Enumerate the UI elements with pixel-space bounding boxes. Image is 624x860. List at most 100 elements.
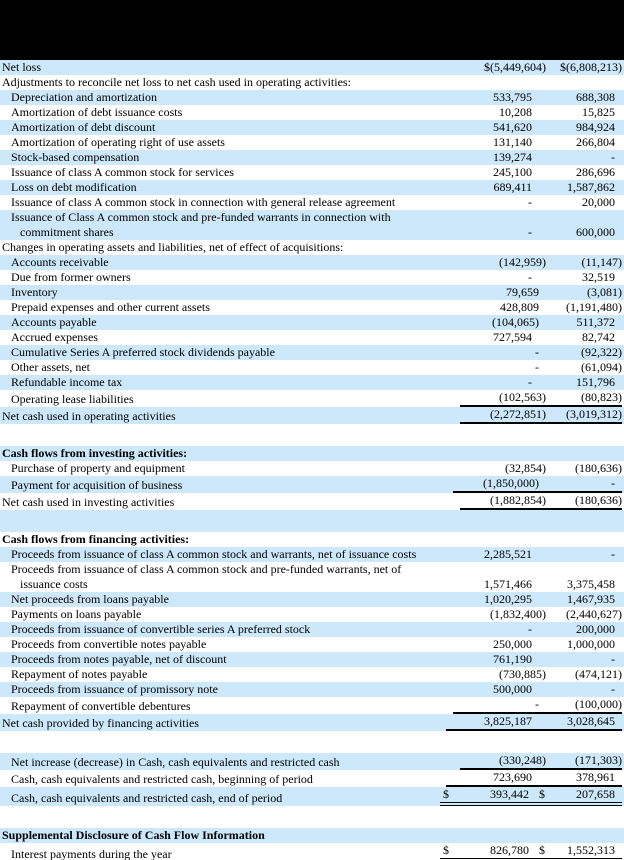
row-label-line1: Net proceeds from loans payable	[11, 592, 169, 606]
value-col2: (3,019,312)	[546, 407, 622, 424]
value-col2: (180,636)	[546, 493, 622, 510]
table-row: Accounts payable (104,065) 511,372	[0, 315, 624, 330]
value-col1: -	[453, 697, 546, 714]
table-row: Repayment of convertible debentures - (100…	[0, 697, 624, 714]
value-col2: (3,081)	[587, 285, 622, 299]
row-label-line1: Refundable income tax	[11, 375, 123, 389]
value-col2: -	[611, 547, 615, 561]
row-label: Due from former owners	[0, 270, 446, 285]
value-col2: (2,440,627)	[566, 607, 622, 621]
table-row: Cash, cash equivalents and restricted ca…	[0, 770, 624, 787]
row-label: Adjustments to reconcile net loss to net…	[0, 75, 624, 90]
table-row: Net increase (decrease) in Cash, cash eq…	[0, 753, 624, 770]
table-row: Changes in operating assets and liabilit…	[0, 240, 624, 255]
dollar-sign: $	[443, 843, 449, 857]
spacer-row	[0, 510, 624, 532]
value-col1: (730,885)	[499, 667, 546, 681]
row-label: Interest payments during the year	[0, 847, 440, 860]
row-label-line1: Supplemental Disclosure of Cash Flow Inf…	[2, 828, 265, 842]
value-col1: (1,882,854)	[460, 493, 546, 510]
table-row: Payments on loans payable (1,832,400) (2,4…	[0, 607, 624, 622]
table-row: Proceeds from issuance of promissory not…	[0, 682, 624, 697]
value-col2: (474,121)	[575, 667, 622, 681]
value-col2: 82,742	[582, 330, 615, 344]
table-row: Accounts receivable (142,959) (11,147)	[0, 255, 624, 270]
table-row: Cash flows from investing activities:	[0, 446, 624, 461]
row-label: Accrued expenses	[0, 330, 446, 345]
row-label-line1: Accounts receivable	[11, 255, 109, 269]
row-label-line1: Amortization of debt issuance costs	[11, 105, 183, 119]
row-label: Prepaid expenses and other current asset…	[0, 300, 453, 315]
table-row: Net cash provided by financing activitie…	[0, 714, 624, 731]
row-label-line1: Loss on debt modification	[11, 180, 137, 194]
row-label-line1: Depreciation and amortization	[11, 90, 157, 104]
row-label: Other assets, net	[0, 360, 453, 375]
row-label-line1: Cumulative Series A preferred stock divi…	[11, 345, 275, 359]
table-row: Net proceeds from loans payable 1,020,295…	[0, 592, 624, 607]
value-col1: (102,563)	[460, 390, 546, 407]
row-label: Accounts receivable	[0, 255, 460, 270]
value-col1: 500,000	[493, 682, 532, 696]
value-col2: (11,147)	[581, 255, 622, 269]
value-col1: (330,248)	[460, 753, 546, 770]
statement-table: Net loss $(5,449,604) $(6,808,213) Adjustme…	[0, 60, 624, 860]
value-col2: 266,804	[576, 135, 615, 149]
row-label: Proceeds from issuance of convertible se…	[0, 622, 446, 637]
value-col1: 3,825,187	[446, 714, 539, 731]
row-label: Refundable income tax	[0, 375, 446, 390]
value-col1: (2,272,851)	[460, 407, 546, 424]
row-label-line1: Repayment of notes payable	[11, 667, 148, 681]
row-label-line1: Proceeds from notes payable, net of disc…	[11, 652, 227, 666]
table-row: Proceeds from issuance of class A common…	[0, 562, 624, 592]
row-label-line1: Proceeds from issuance of class A common…	[11, 547, 417, 561]
row-label-line1: Issuance of Class A common stock and pre…	[11, 210, 391, 224]
row-label: Accounts payable	[0, 315, 453, 330]
row-label: Proceeds from issuance of class A common…	[0, 547, 446, 562]
row-label-line1: Accounts payable	[11, 315, 97, 329]
row-label: Proceeds from convertible notes payable	[0, 637, 446, 652]
dollar-sign: $	[539, 843, 545, 857]
value-col1: 250,000	[493, 637, 532, 651]
value-number: 1,552,313	[567, 843, 615, 857]
value-col1: 10,208	[499, 105, 532, 119]
table-row: Proceeds from issuance of convertible se…	[0, 622, 624, 637]
table-row: Net cash used in operating activities (2,…	[0, 407, 624, 424]
spacer-row	[0, 731, 624, 753]
row-label-line2: commitment shares	[20, 225, 114, 239]
value-col1: -	[528, 225, 532, 239]
value-col2: -	[611, 682, 615, 696]
row-label: Net cash used in operating activities	[0, 409, 460, 424]
table-row: Proceeds from convertible notes payable 2…	[0, 637, 624, 652]
value-col2: 1,587,862	[567, 180, 615, 194]
table-row: Supplemental Disclosure of Cash Flow Inf…	[0, 828, 624, 843]
row-label-line1: Cash, cash equivalents and restricted ca…	[11, 791, 283, 805]
row-label-line1: Accrued expenses	[11, 330, 98, 344]
table-row: Repayment of notes payable (730,885) (474,…	[0, 667, 624, 682]
value-col2: 1,467,935	[567, 592, 615, 606]
value-col2: (180,636)	[575, 461, 622, 475]
value-col1: 761,190	[493, 652, 532, 666]
value-col2: 600,000	[576, 225, 615, 239]
value-col1: 131,140	[493, 135, 532, 149]
value-col2: $(6,808,213)	[560, 60, 622, 74]
spacer-row	[0, 806, 624, 828]
row-label: Net cash used in investing activities	[0, 495, 460, 510]
row-label: Proceeds from issuance of class A common…	[0, 562, 446, 592]
table-row: Operating lease liabilities (102,563) (80,…	[0, 390, 624, 407]
value-number: 826,780	[490, 843, 529, 857]
row-label: Payment for acquisition of business	[0, 478, 453, 493]
row-label: Net proceeds from loans payable	[0, 592, 446, 607]
row-label-line1: Payments on loans payable	[11, 607, 142, 621]
value-number: 393,442	[490, 787, 529, 801]
value-col1: 727,594	[493, 330, 532, 344]
value-number: 207,658	[576, 787, 615, 801]
table-row: Purchase of property and equipment (32,85…	[0, 461, 624, 476]
value-col2: 286,696	[576, 165, 615, 179]
value-col1: (104,065)	[492, 315, 539, 329]
table-row: Issuance of class A common stock in conn…	[0, 195, 624, 210]
row-label-line1: Proceeds from convertible notes payable	[11, 637, 207, 651]
top-redaction-bar	[0, 0, 624, 60]
row-label: Repayment of convertible debentures	[0, 699, 453, 714]
value-col2: (61,094)	[581, 360, 622, 374]
